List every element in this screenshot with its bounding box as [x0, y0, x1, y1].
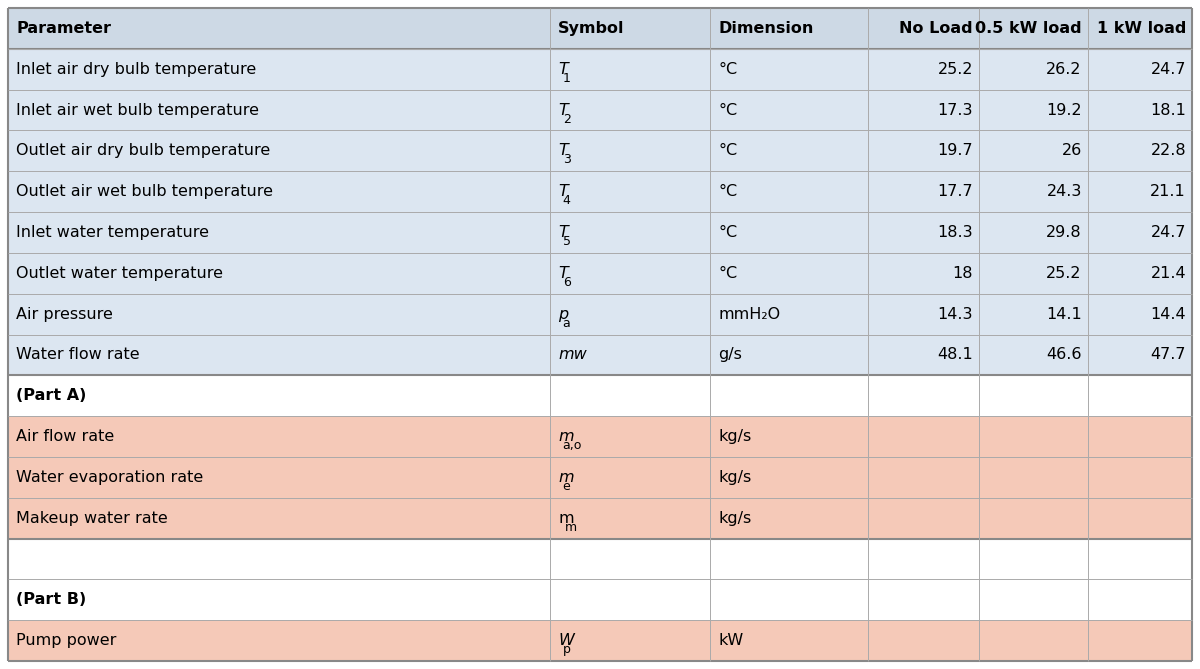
Text: 47.7: 47.7 [1151, 347, 1186, 363]
Text: 5: 5 [563, 235, 571, 248]
Bar [8, 498, 1192, 539]
Text: Water flow rate: Water flow rate [16, 347, 139, 363]
Text: a,o: a,o [563, 439, 582, 452]
Text: No Load: No Load [899, 21, 973, 36]
Bar [8, 90, 1192, 130]
Text: mw: mw [558, 347, 587, 363]
Text: Parameter: Parameter [16, 21, 112, 36]
Bar [8, 294, 1192, 334]
Bar [8, 49, 1192, 90]
Text: 25.2: 25.2 [937, 62, 973, 77]
Bar [8, 334, 1192, 375]
Text: 46.6: 46.6 [1046, 347, 1082, 363]
Bar [8, 253, 1192, 294]
Text: m: m [565, 520, 577, 534]
Text: Makeup water rate: Makeup water rate [16, 510, 168, 526]
Text: Pump power: Pump power [16, 633, 116, 648]
Text: T: T [558, 266, 568, 281]
Text: (Part A): (Part A) [16, 388, 86, 403]
Text: 29.8: 29.8 [1046, 225, 1082, 240]
Text: Water evaporation rate: Water evaporation rate [16, 470, 203, 485]
Text: T: T [558, 102, 568, 118]
Text: Dimension: Dimension [718, 21, 814, 36]
Text: 24.7: 24.7 [1151, 62, 1186, 77]
Bar [8, 130, 1192, 171]
Text: T: T [558, 62, 568, 77]
Text: °C: °C [718, 143, 737, 159]
Text: g/s: g/s [718, 347, 742, 363]
Text: Symbol: Symbol [558, 21, 625, 36]
Bar [8, 375, 1192, 416]
Text: °C: °C [718, 102, 737, 118]
Bar [8, 539, 1192, 579]
Bar [8, 457, 1192, 498]
Text: a: a [563, 316, 570, 330]
Text: p: p [563, 643, 570, 656]
Text: 14.1: 14.1 [1046, 306, 1082, 322]
Text: °C: °C [718, 225, 737, 240]
Bar [8, 416, 1192, 457]
Text: Outlet air dry bulb temperature: Outlet air dry bulb temperature [16, 143, 270, 159]
Text: 1: 1 [563, 72, 570, 85]
Text: W: W [558, 633, 574, 648]
Text: Inlet water temperature: Inlet water temperature [16, 225, 209, 240]
Text: 6: 6 [563, 276, 570, 289]
Text: T: T [558, 184, 568, 199]
Bar [8, 620, 1192, 661]
Text: 24.7: 24.7 [1151, 225, 1186, 240]
Text: m: m [558, 510, 574, 526]
Text: 3: 3 [563, 153, 570, 167]
Text: 14.4: 14.4 [1151, 306, 1186, 322]
Text: kg/s: kg/s [718, 429, 751, 444]
Text: e: e [563, 480, 570, 493]
Text: Inlet air dry bulb temperature: Inlet air dry bulb temperature [16, 62, 257, 77]
Text: p: p [558, 306, 569, 322]
Text: 22.8: 22.8 [1151, 143, 1186, 159]
Text: kg/s: kg/s [718, 510, 751, 526]
Text: 19.7: 19.7 [937, 143, 973, 159]
Text: 0.5 kW load: 0.5 kW load [976, 21, 1082, 36]
Text: 18: 18 [953, 266, 973, 281]
Text: Outlet water temperature: Outlet water temperature [16, 266, 223, 281]
Text: 17.3: 17.3 [937, 102, 973, 118]
Text: 1 kW load: 1 kW load [1097, 21, 1186, 36]
Bar [8, 579, 1192, 620]
Text: 4: 4 [563, 194, 570, 207]
Text: T: T [558, 225, 568, 240]
Text: Inlet air wet bulb temperature: Inlet air wet bulb temperature [16, 102, 259, 118]
Text: 14.3: 14.3 [937, 306, 973, 322]
Text: kW: kW [718, 633, 743, 648]
Text: (Part B): (Part B) [16, 592, 86, 607]
Text: °C: °C [718, 184, 737, 199]
Text: 24.3: 24.3 [1046, 184, 1082, 199]
Text: m: m [558, 429, 574, 444]
Bar [8, 212, 1192, 253]
Text: kg/s: kg/s [718, 470, 751, 485]
Text: 26.2: 26.2 [1046, 62, 1082, 77]
Text: m: m [558, 470, 574, 485]
Text: mmH₂O: mmH₂O [718, 306, 780, 322]
Text: 21.4: 21.4 [1151, 266, 1186, 281]
Text: 18.1: 18.1 [1150, 102, 1186, 118]
Text: 17.7: 17.7 [937, 184, 973, 199]
Bar [8, 171, 1192, 212]
Text: °C: °C [718, 62, 737, 77]
Text: 18.3: 18.3 [937, 225, 973, 240]
Text: 2: 2 [563, 112, 570, 126]
Text: 19.2: 19.2 [1046, 102, 1082, 118]
Text: 21.1: 21.1 [1151, 184, 1186, 199]
Text: T: T [558, 143, 568, 159]
Text: 48.1: 48.1 [937, 347, 973, 363]
Text: Outlet air wet bulb temperature: Outlet air wet bulb temperature [16, 184, 274, 199]
Text: °C: °C [718, 266, 737, 281]
Bar [8, 8, 1192, 49]
Text: Air flow rate: Air flow rate [16, 429, 114, 444]
Text: Air pressure: Air pressure [16, 306, 113, 322]
Text: 26: 26 [1062, 143, 1082, 159]
Text: 25.2: 25.2 [1046, 266, 1082, 281]
